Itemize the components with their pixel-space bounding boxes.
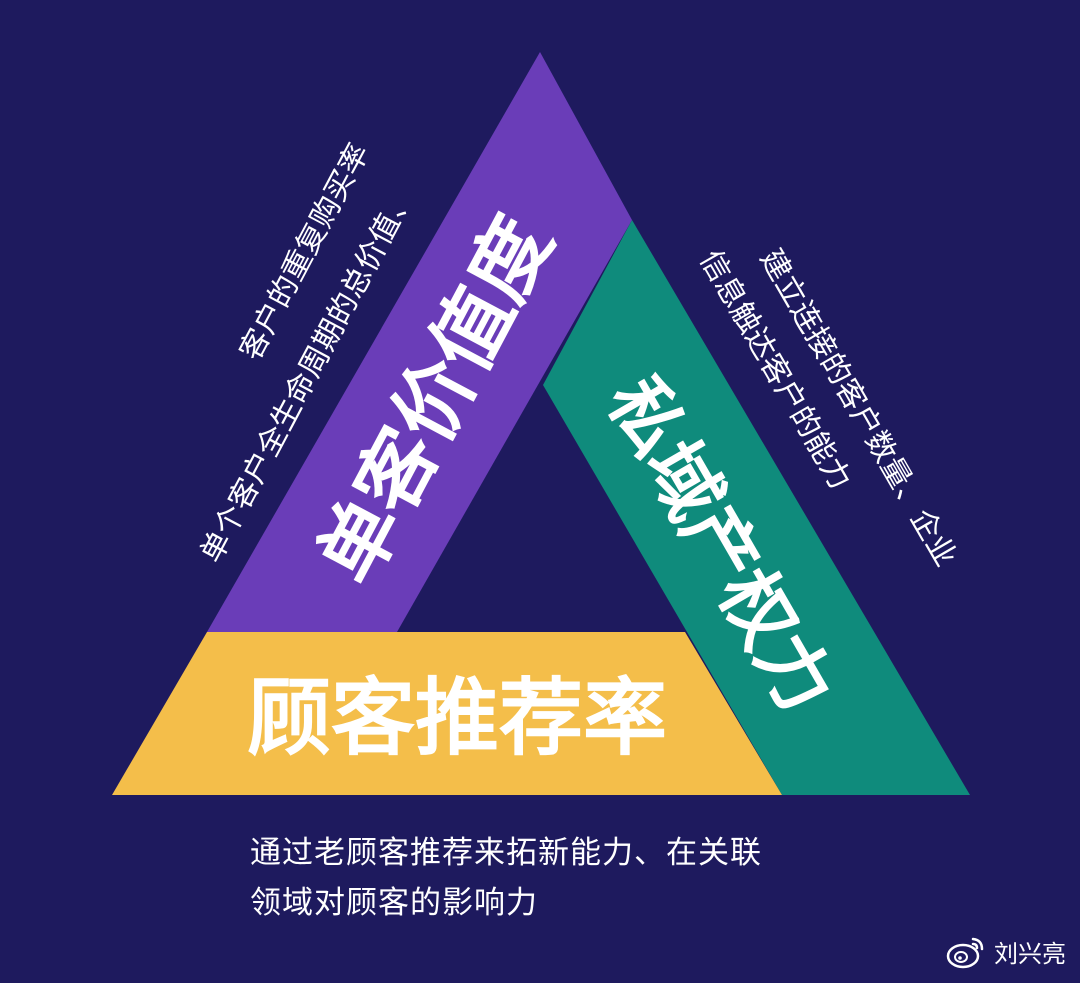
bottom-description-line2: 领域对顾客的影响力: [250, 885, 538, 921]
right-bar: [543, 220, 970, 795]
weibo-icon: [946, 935, 986, 969]
watermark: 刘兴亮: [946, 934, 1066, 969]
left-bar: [207, 52, 632, 632]
bottom-title: 顾客推荐率: [247, 669, 667, 767]
watermark-author: 刘兴亮: [994, 940, 1066, 968]
bottom-description-line1: 通过老顾客推荐来拓新能力、在关联: [250, 835, 762, 871]
bottom-description: 通过老顾客推荐来拓新能力、在关联 领域对顾客的影响力: [250, 828, 810, 928]
bottom-bar: [112, 632, 782, 795]
